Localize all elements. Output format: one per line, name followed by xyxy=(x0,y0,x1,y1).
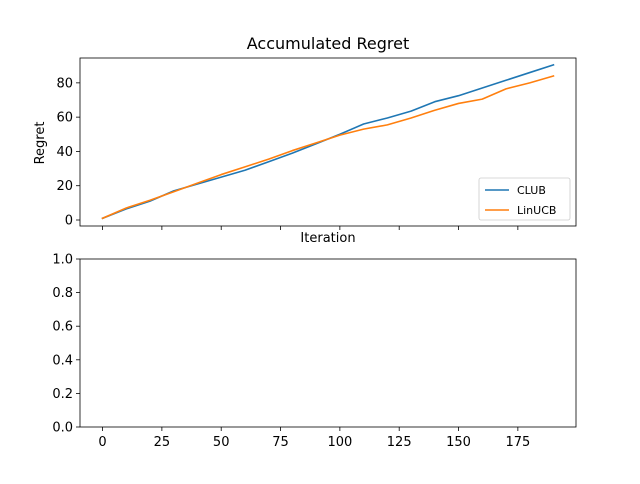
series-line-linucb xyxy=(101,75,555,220)
legend-label-linucb: LinUCB xyxy=(517,204,556,217)
legend-label-club: CLUB xyxy=(517,184,546,197)
x-tick-label: 0 xyxy=(98,435,106,450)
y-tick-label: 40 xyxy=(56,145,73,160)
x-axis-label: Iteration xyxy=(300,231,355,246)
x-tick-label: 75 xyxy=(272,435,289,450)
x-tick-label: 25 xyxy=(154,435,171,450)
bottom-axes-frame xyxy=(79,258,577,428)
top-chart: Accumulated Regret Iteration Regret 0 20 4… xyxy=(33,34,577,246)
y-tick-label: 0.0 xyxy=(52,421,73,436)
top-axes-frame xyxy=(79,57,577,227)
x-tick-label: 50 xyxy=(213,435,230,450)
x-tick-label: 100 xyxy=(327,435,352,450)
y-tick-label: 60 xyxy=(56,111,73,126)
y-tick-label: 0.6 xyxy=(52,320,73,335)
x-tick-label: 125 xyxy=(387,435,412,450)
top-ticks: 0 20 40 60 80 xyxy=(56,76,519,230)
y-tick-label: 80 xyxy=(56,76,73,91)
chart-title: Accumulated Regret xyxy=(247,34,409,53)
bottom-chart: 0.0 0.2 0.4 0.6 0.8 1.0 0 25 50 75 100 125 150 175 xyxy=(52,253,577,451)
x-tick-label: 150 xyxy=(446,435,471,450)
y-tick-label: 1.0 xyxy=(52,253,73,268)
y-tick-label: 0.4 xyxy=(52,353,73,368)
y-tick-label: 20 xyxy=(56,179,73,194)
y-axis-label: Regret xyxy=(33,122,48,165)
x-tick-label: 175 xyxy=(505,435,530,450)
y-tick-label: 0.2 xyxy=(52,387,73,402)
bottom-ticks: 0.0 0.2 0.4 0.6 0.8 1.0 0 25 50 75 100 125 150 175 xyxy=(52,253,530,451)
y-tick-label: 0 xyxy=(65,214,73,229)
legend: CLUB LinUCB xyxy=(478,177,571,221)
y-tick-label: 0.8 xyxy=(52,286,73,301)
top-series-lines xyxy=(101,63,555,220)
